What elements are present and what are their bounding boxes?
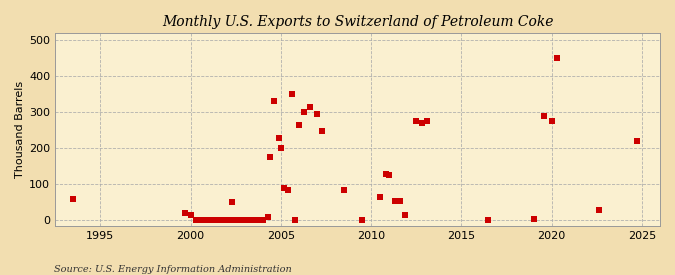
Point bbox=[375, 195, 385, 199]
Point bbox=[529, 216, 539, 221]
Point bbox=[389, 199, 400, 203]
Point bbox=[380, 171, 391, 176]
Point bbox=[198, 218, 209, 223]
Point bbox=[209, 218, 219, 223]
Point bbox=[422, 119, 433, 123]
Point bbox=[546, 119, 557, 123]
Point bbox=[384, 173, 395, 178]
Text: Source: U.S. Energy Information Administration: Source: U.S. Energy Information Administ… bbox=[54, 265, 292, 274]
Point bbox=[395, 199, 406, 203]
Point bbox=[539, 114, 550, 118]
Point bbox=[205, 218, 216, 223]
Point bbox=[339, 188, 350, 192]
Point bbox=[254, 218, 265, 223]
Point bbox=[201, 218, 212, 223]
Point bbox=[223, 218, 234, 223]
Point bbox=[68, 197, 78, 201]
Point bbox=[283, 188, 294, 192]
Point bbox=[232, 218, 243, 223]
Point bbox=[290, 218, 300, 223]
Point bbox=[551, 56, 562, 60]
Point bbox=[185, 213, 196, 217]
Point bbox=[593, 207, 604, 212]
Point bbox=[227, 200, 238, 205]
Point bbox=[240, 218, 250, 223]
Point bbox=[243, 218, 254, 223]
Point bbox=[631, 139, 642, 143]
Point bbox=[279, 186, 290, 190]
Point bbox=[294, 123, 304, 127]
Point bbox=[304, 105, 315, 109]
Point bbox=[273, 135, 284, 140]
Point bbox=[356, 218, 367, 223]
Point bbox=[180, 211, 190, 216]
Point bbox=[194, 218, 205, 223]
Point bbox=[317, 129, 328, 133]
Point bbox=[312, 112, 323, 116]
Point bbox=[268, 99, 279, 104]
Point bbox=[263, 215, 273, 219]
Point bbox=[416, 121, 427, 125]
Point bbox=[483, 218, 494, 223]
Y-axis label: Thousand Barrels: Thousand Barrels bbox=[15, 81, 25, 178]
Point bbox=[275, 146, 286, 150]
Point bbox=[212, 218, 223, 223]
Title: Monthly U.S. Exports to Switzerland of Petroleum Coke: Monthly U.S. Exports to Switzerland of P… bbox=[162, 15, 554, 29]
Point bbox=[411, 119, 422, 123]
Point bbox=[236, 218, 246, 223]
Point bbox=[250, 218, 261, 223]
Point bbox=[400, 213, 411, 217]
Point bbox=[216, 218, 227, 223]
Point bbox=[219, 218, 230, 223]
Point bbox=[246, 218, 257, 223]
Point bbox=[229, 218, 240, 223]
Point bbox=[257, 218, 268, 223]
Point bbox=[286, 92, 297, 97]
Point bbox=[190, 218, 201, 223]
Point bbox=[299, 110, 310, 114]
Point bbox=[265, 155, 275, 160]
